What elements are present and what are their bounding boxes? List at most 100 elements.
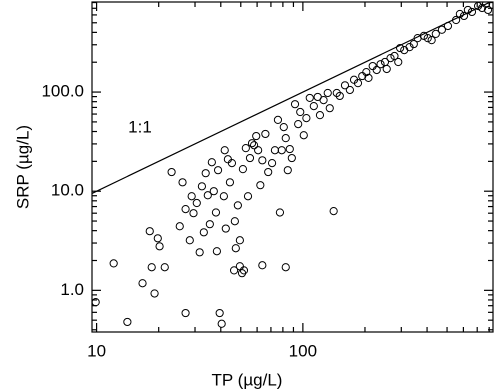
point [201, 169, 210, 178]
point [147, 263, 156, 272]
point [213, 166, 223, 175]
point [290, 100, 300, 109]
point [281, 134, 290, 143]
point [225, 178, 235, 187]
point [123, 317, 132, 327]
point [223, 155, 232, 164]
point [283, 166, 292, 175]
point [329, 206, 338, 216]
point [309, 101, 318, 111]
point [376, 60, 385, 69]
point [353, 79, 363, 88]
point [382, 64, 391, 74]
point [211, 208, 221, 217]
point [245, 153, 255, 163]
point [305, 93, 314, 103]
point [325, 104, 334, 113]
point [138, 279, 147, 288]
point [463, 5, 473, 15]
point [299, 131, 308, 140]
y-tick-label: 1.0 [60, 280, 84, 299]
point [220, 146, 229, 155]
point [368, 61, 377, 71]
point [261, 129, 270, 139]
point [264, 167, 273, 177]
point [437, 25, 446, 34]
point [302, 114, 311, 123]
point [252, 131, 261, 141]
point [215, 308, 224, 318]
point [109, 259, 118, 268]
point [267, 159, 277, 168]
x-tick-label: 100 [289, 341, 317, 360]
point [217, 319, 226, 328]
point [372, 65, 381, 75]
point [175, 222, 184, 231]
point [340, 81, 350, 90]
point [233, 201, 242, 210]
point [241, 144, 250, 153]
point [386, 54, 395, 63]
point [254, 146, 263, 155]
point [235, 262, 244, 271]
point [285, 144, 294, 154]
point [258, 261, 267, 270]
point [315, 111, 325, 120]
point [205, 220, 214, 229]
point [185, 236, 194, 245]
point [249, 141, 259, 150]
point [229, 266, 239, 275]
point [256, 181, 265, 190]
point [167, 167, 176, 177]
point [345, 85, 354, 95]
point [203, 191, 212, 200]
point [273, 115, 283, 124]
point [195, 248, 204, 257]
point [467, 7, 477, 17]
point [197, 182, 207, 191]
point [247, 139, 257, 148]
point [181, 308, 190, 318]
point [219, 192, 228, 201]
point [323, 88, 332, 98]
point [258, 156, 267, 165]
x-tick-label: 10 [87, 341, 106, 360]
point [362, 67, 371, 77]
point [459, 11, 469, 21]
point [455, 9, 464, 19]
y-tick-label: 10.0 [51, 181, 84, 200]
annotation: 1:1 [128, 117, 152, 136]
point [212, 247, 221, 256]
point [335, 91, 344, 101]
point [443, 21, 453, 31]
point [235, 236, 244, 245]
point [230, 217, 239, 226]
point [231, 244, 240, 253]
plot-frame [91, 1, 494, 333]
point [209, 187, 218, 196]
x-axis-label: TP (µg/L) [212, 370, 283, 389]
point [294, 120, 303, 129]
point [181, 204, 190, 214]
point [409, 39, 418, 49]
point [92, 298, 100, 307]
point [287, 153, 296, 163]
point [178, 178, 187, 187]
point [279, 123, 288, 132]
point [155, 242, 164, 251]
point [431, 29, 440, 39]
point [270, 146, 280, 155]
point [221, 224, 230, 233]
point [243, 192, 253, 201]
point [160, 263, 169, 272]
point [423, 34, 432, 43]
point [238, 165, 248, 174]
point [483, 5, 493, 15]
point [277, 146, 286, 155]
y-tick-label: 100.0 [41, 82, 84, 101]
point [390, 51, 399, 61]
point [239, 266, 249, 275]
point [394, 57, 403, 67]
point [364, 73, 373, 82]
